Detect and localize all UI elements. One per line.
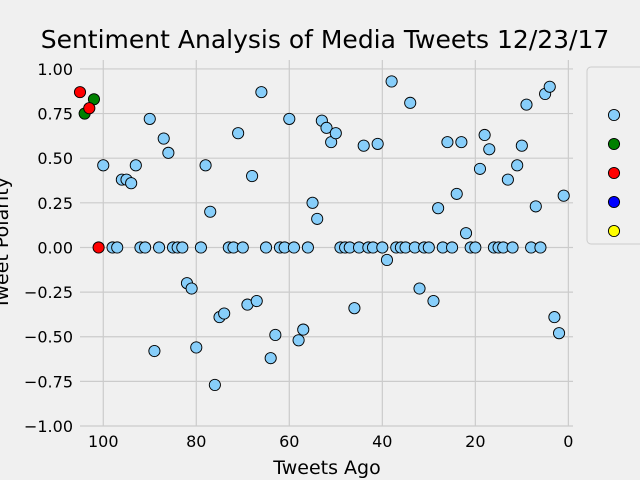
legend-marker-1 xyxy=(607,137,621,151)
y-tick-label: 0.25 xyxy=(37,194,73,213)
data-point-series-0 xyxy=(385,75,398,88)
data-point-series-0 xyxy=(255,86,268,99)
data-point-series-0 xyxy=(129,159,142,172)
y-tick-label: 0.50 xyxy=(37,149,73,168)
data-point-series-0 xyxy=(259,241,273,254)
data-point-series-0 xyxy=(427,294,440,308)
x-tick-label: 80 xyxy=(186,432,206,451)
data-point-series-0 xyxy=(125,177,138,190)
data-point-series-0 xyxy=(208,378,221,391)
x-tick-label: 20 xyxy=(465,432,485,451)
data-point-series-0 xyxy=(515,139,528,152)
data-point-series-0 xyxy=(469,241,482,254)
data-point-series-0 xyxy=(446,241,459,254)
y-tick-label: 0.00 xyxy=(37,238,73,257)
data-point-series-0 xyxy=(143,112,156,125)
data-point-series-0 xyxy=(371,137,384,150)
legend-marker-2 xyxy=(607,166,621,180)
data-point-series-0 xyxy=(236,241,249,254)
legend-marker-0 xyxy=(607,108,621,122)
data-point-series-0 xyxy=(511,159,524,172)
data-point-series-0 xyxy=(292,334,305,347)
data-point-series-0 xyxy=(376,241,389,254)
data-point-series-0 xyxy=(157,132,170,145)
data-point-series-0 xyxy=(329,127,342,140)
data-point-series-0 xyxy=(283,112,296,125)
data-point-series-0 xyxy=(473,162,487,175)
data-point-series-0 xyxy=(199,159,212,172)
data-points xyxy=(73,75,570,391)
y-tick-label: 0.75 xyxy=(37,105,73,124)
data-point-series-0 xyxy=(348,302,361,315)
y-tick-label: −1.00 xyxy=(24,417,73,436)
data-point-series-2 xyxy=(92,241,105,254)
data-point-series-0 xyxy=(380,253,394,267)
data-point-series-0 xyxy=(404,96,417,109)
data-point-series-2 xyxy=(73,86,87,99)
data-point-series-0 xyxy=(218,307,231,320)
data-point-series-0 xyxy=(548,311,561,324)
data-point-series-0 xyxy=(483,143,496,156)
data-point-series-0 xyxy=(557,189,570,202)
data-point-series-0 xyxy=(506,241,519,254)
data-point-series-0 xyxy=(455,136,468,149)
legend-box xyxy=(586,66,640,245)
y-tick-label: −0.75 xyxy=(24,372,73,391)
data-point-series-0 xyxy=(501,173,514,186)
data-point-series-0 xyxy=(204,205,217,218)
data-point-series-0 xyxy=(432,202,445,215)
chart-title: Sentiment Analysis of Media Tweets 12/23… xyxy=(41,25,610,54)
data-point-series-0 xyxy=(529,200,542,213)
data-point-series-0 xyxy=(552,327,566,340)
data-point-series-0 xyxy=(311,212,324,225)
data-point-series-0 xyxy=(320,121,333,134)
data-point-series-0 xyxy=(162,146,175,159)
data-point-series-0 xyxy=(246,169,259,183)
data-point-series-0 xyxy=(139,241,152,254)
data-point-series-0 xyxy=(301,241,314,254)
data-point-series-0 xyxy=(543,80,556,93)
legend-marker-3 xyxy=(607,195,621,209)
data-point-series-0 xyxy=(287,241,300,254)
y-tick-label: 1.00 xyxy=(37,60,73,79)
legend xyxy=(586,66,640,245)
data-point-series-0 xyxy=(450,187,463,200)
data-point-series-0 xyxy=(441,136,454,149)
data-point-series-0 xyxy=(520,98,533,111)
data-point-series-0 xyxy=(422,241,435,254)
data-point-series-0 xyxy=(357,139,370,152)
data-point-series-0 xyxy=(111,241,124,254)
data-point-series-0 xyxy=(264,352,277,365)
data-point-series-0 xyxy=(194,241,207,254)
y-tick-labels: −1.00 −0.75 −0.50 −0.25 0.00 0.25 0.50 0.75 1.00 xyxy=(24,60,73,436)
data-point-series-0 xyxy=(306,196,319,209)
legend-marker-4 xyxy=(607,224,621,238)
x-tick-label: 0 xyxy=(563,432,573,451)
data-point-series-0 xyxy=(413,282,426,295)
data-point-series-2 xyxy=(83,102,96,115)
x-tick-label: 100 xyxy=(88,432,119,451)
data-point-series-0 xyxy=(232,127,245,140)
data-point-series-0 xyxy=(250,294,263,308)
x-tick-label: 60 xyxy=(279,432,299,451)
data-point-series-0 xyxy=(269,328,282,341)
data-point-series-0 xyxy=(478,128,491,142)
data-point-series-0 xyxy=(190,341,203,354)
x-tick-labels: 100 80 60 40 20 0 xyxy=(88,432,573,451)
data-point-series-0 xyxy=(176,241,189,254)
data-point-series-0 xyxy=(148,344,161,358)
data-point-series-0 xyxy=(459,227,473,240)
x-tick-label: 40 xyxy=(372,432,392,451)
x-axis-label: Tweets Ago xyxy=(272,457,380,479)
grid-lines xyxy=(80,60,573,427)
data-point-series-0 xyxy=(97,159,110,172)
data-point-series-0 xyxy=(297,323,310,336)
data-point-series-0 xyxy=(185,282,198,295)
y-axis-label: Tweet Polarity xyxy=(0,177,13,310)
data-point-series-0 xyxy=(534,241,547,254)
y-tick-label: −0.50 xyxy=(24,328,73,347)
data-point-series-0 xyxy=(153,241,166,254)
y-tick-label: −0.25 xyxy=(24,283,73,302)
